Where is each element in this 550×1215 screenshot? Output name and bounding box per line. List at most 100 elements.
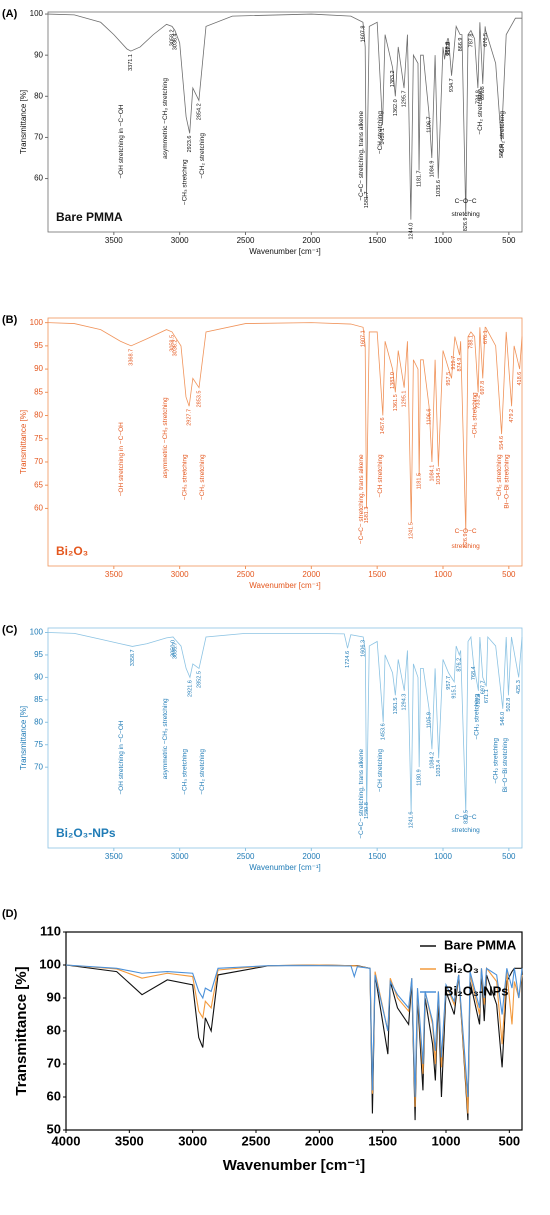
x-tick-label: 1000 — [432, 1133, 461, 1148]
peak-label: 1181.7 — [417, 170, 423, 186]
y-axis-title: Transmittance [%] — [19, 706, 28, 770]
y-tick-label: 60 — [34, 174, 43, 183]
y-tick-label: 80 — [34, 717, 43, 726]
x-axis-title: Wavenumber [cm⁻¹] — [249, 247, 321, 256]
annotation: Bi−O−Bi stretching — [504, 454, 511, 509]
peak-label: 3035.7 — [172, 642, 178, 659]
peak-label: 788.1 — [468, 335, 474, 349]
y-tick-label: 95 — [34, 650, 43, 659]
annotation: C−O−C — [455, 198, 477, 205]
plot-frame — [47, 317, 523, 567]
peak-label: 546.0 — [500, 712, 506, 726]
x-axis-title: Wavenumber [cm⁻¹] — [223, 1157, 365, 1174]
peak-label: 2852.5 — [197, 671, 203, 688]
x-tick-label: 2000 — [302, 570, 320, 579]
peak-label: 1295.7 — [402, 90, 408, 107]
y-tick-label: 90 — [34, 50, 43, 59]
plot-frame — [47, 627, 523, 849]
peak-label: 3368.7 — [129, 349, 135, 366]
spectrum-line — [65, 964, 523, 1098]
peak-label: 1295.1 — [402, 391, 408, 408]
annotation: −CH₂ stretching — [474, 694, 481, 740]
peak-label: 1180.9 — [417, 769, 423, 785]
y-tick-label: 70 — [34, 457, 43, 466]
annotation: −CH₃ stretching — [182, 159, 189, 205]
annotation: −CH₂ stretching — [199, 749, 206, 795]
annotation: −CH stretching — [377, 111, 384, 155]
peak-label: 418.6 — [517, 372, 523, 386]
y-tick-label: 100 — [30, 318, 44, 327]
x-tick-label: 500 — [498, 1133, 520, 1148]
annotation: Bi−O−Bi stretching — [502, 738, 509, 793]
peak-label: 697.8 — [480, 381, 486, 395]
peak-label: 874.9 — [457, 358, 463, 372]
annotation: −CH₂ stretching — [471, 392, 478, 438]
x-tick-label: 3000 — [171, 236, 189, 245]
spectrum-line — [47, 632, 523, 813]
peak-label: 919.7 — [451, 356, 457, 370]
y-tick-label: 85 — [34, 695, 43, 704]
y-axis-title: Transmittance [%] — [19, 90, 28, 154]
peak-label: 866.9 — [458, 38, 464, 52]
peak-label: 3036.2 — [172, 340, 178, 357]
peak-label: 697.8 — [480, 86, 486, 100]
peak-label: 734.8 — [475, 90, 481, 104]
peak-label: 479.2 — [509, 409, 515, 423]
peak-label: 3058.2 — [169, 29, 175, 46]
peak-label: 1033.4 — [436, 760, 442, 777]
peak-label: 502.8 — [506, 698, 512, 712]
y-tick-label: 75 — [34, 740, 43, 749]
peak-label: 826.9 — [463, 217, 469, 231]
annotation: −CH₂ stretching — [499, 111, 506, 157]
y-tick-label: 95 — [34, 341, 43, 350]
peak-label: 966.0 — [445, 42, 451, 56]
peak-label: 671.1 — [484, 689, 490, 703]
x-tick-label: 4000 — [52, 1133, 81, 1148]
peak-label: 3358.7 — [130, 649, 136, 666]
x-axis-title: Wavenumber [cm⁻¹] — [249, 863, 321, 872]
annotation: −CH₂ stretching — [493, 738, 500, 784]
x-tick-label: 1500 — [368, 852, 386, 861]
sample-title: Bi₂O₃-NPs — [56, 826, 116, 840]
plot-frame — [47, 11, 523, 233]
peak-label: 787.8 — [468, 34, 474, 48]
annotation: asymmetric −CH₃ stretching — [162, 397, 169, 478]
y-tick-label: 60 — [34, 504, 43, 513]
peak-label: 697.7 — [480, 680, 486, 694]
peak-label: 1724.6 — [345, 651, 351, 668]
x-tick-label: 500 — [502, 236, 516, 245]
x-tick-label: 2000 — [302, 236, 320, 245]
y-axis-title: Transmittance [%] — [13, 966, 30, 1095]
y-tick-label: 65 — [34, 480, 43, 489]
x-tick-label: 2500 — [242, 1133, 271, 1148]
annotation: stretching — [452, 543, 481, 550]
peak-label: 425.3 — [516, 680, 522, 694]
x-tick-label: 3000 — [171, 852, 189, 861]
y-tick-label: 85 — [34, 387, 43, 396]
legend-label: Bi₂O₃ — [444, 960, 479, 975]
annotation: −C=C− stretching, trans alkene — [358, 749, 365, 839]
peak-label: 1106.6 — [426, 409, 432, 425]
peak-label: 826.5 — [463, 810, 469, 824]
sample-title: Bare PMMA — [56, 210, 123, 224]
annotation: C−O−C — [455, 528, 477, 535]
peak-label: 2921.6 — [187, 680, 193, 697]
peak-label: 915.1 — [452, 685, 458, 699]
panel-label: (D) — [2, 908, 18, 920]
annotation: stretching — [452, 827, 481, 834]
y-tick-label: 100 — [30, 628, 44, 637]
peak-label: 1581.7 — [364, 191, 370, 208]
y-tick-label: 80 — [34, 91, 43, 100]
x-tick-label: 1500 — [368, 1133, 397, 1148]
annotation: −OH stretching in −C−OH — [118, 422, 125, 497]
peak-label: 957.5 — [446, 372, 452, 386]
peak-label: 1361.5 — [393, 698, 399, 715]
y-tick-label: 50 — [47, 1121, 61, 1136]
annotation: −CH₂ stretching — [477, 89, 484, 135]
annotation: −OH stretching in −C−OH — [118, 720, 125, 795]
y-tick-label: 90 — [47, 989, 61, 1004]
annotation: asymmetric −CH₃ stretching — [162, 698, 169, 779]
peak-label: 3371.1 — [128, 54, 134, 71]
x-tick-label: 3500 — [105, 236, 123, 245]
